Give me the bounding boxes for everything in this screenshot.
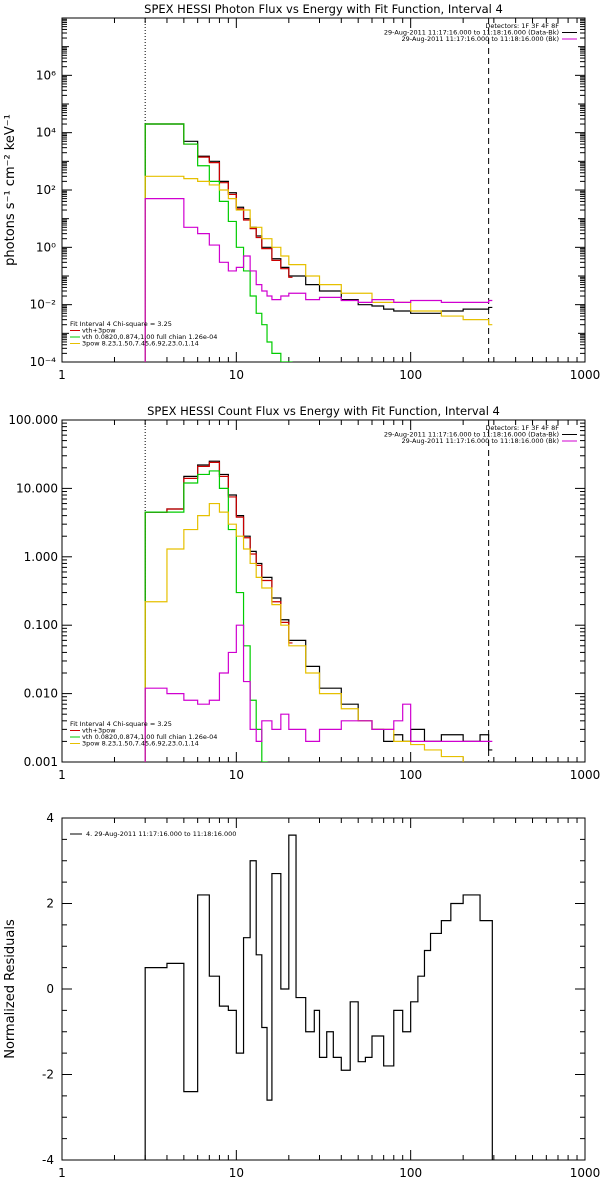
legend-fit-line: vth+3pow xyxy=(82,727,116,735)
legend-fit-line: 3pow 8.23,1.50,7.45,6.92,23.0,1.14 xyxy=(82,340,199,348)
legend-top-line: Detectors: 1F 3F 4F 8F xyxy=(485,424,559,432)
x-tick-label: 1 xyxy=(58,1166,66,1180)
series-vth xyxy=(144,123,293,362)
plot-frame-1 xyxy=(61,17,586,363)
chart-title-1: SPEX HESSI Photon Flux vs Energy with Fi… xyxy=(144,2,503,16)
legend-fit-line: 3pow 8.23,1.50,7.45,6.92,23.0,1.14 xyxy=(82,740,199,748)
y-axis-label-3: Normalized Residuals xyxy=(3,919,18,1059)
legend-fit-line: Fit Interval 4 Chi-square = 3.25 xyxy=(70,320,172,328)
x-tick-label: 10 xyxy=(229,368,244,382)
y-tick-label: 10⁴ xyxy=(36,126,56,140)
series-3pow xyxy=(144,175,493,362)
legend-top-line: 29-Aug-2011 11:17:16.000 to 11:18:16.000… xyxy=(402,35,559,43)
x-tick-label: 1000 xyxy=(570,1166,600,1180)
y-tick-label: 100.000 xyxy=(8,413,58,427)
x-tick-label: 10 xyxy=(229,1166,244,1180)
y-tick-label: 0.010 xyxy=(24,687,58,701)
x-tick-label: 100 xyxy=(399,368,422,382)
legend-fit-line: vth 0.0820,0.874,1.00 full chian 1.26e-0… xyxy=(82,333,217,341)
legend-top-line: 29-Aug-2011 11:17:16.000 to 11:18:16.000… xyxy=(402,437,559,445)
y-tick-label: 10⁰ xyxy=(36,240,56,254)
legend-top-line: 29-Aug-2011 11:17:16.000 to 11:18:16.000… xyxy=(384,431,559,439)
y-tick-label: 10.000 xyxy=(16,481,58,495)
series-bk xyxy=(144,624,493,762)
x-tick-label: 1 xyxy=(58,768,66,782)
x-tick-label: 100 xyxy=(399,1166,422,1180)
x-tick-label: 100 xyxy=(399,768,422,782)
y-tick-label: 0.001 xyxy=(24,755,58,769)
y-tick-label: 2 xyxy=(46,897,54,911)
plot-frame-2 xyxy=(61,419,586,763)
y-tick-label: 1.000 xyxy=(24,550,58,564)
legend-fit-line: vth+3pow xyxy=(82,327,116,335)
y-tick-label: 4 xyxy=(46,811,54,825)
series-3pow xyxy=(144,502,464,762)
legend-fit-line: vth 0.0820,0.874,1.00 full chian 1.26e-0… xyxy=(82,733,217,741)
series-4-29-aug-2011-11-17-16-000-to-11-18-16-000 xyxy=(144,834,493,1160)
chart-title-2: SPEX HESSI Count Flux vs Energy with Fit… xyxy=(147,404,500,418)
x-tick-label: 1000 xyxy=(570,368,600,382)
y-tick-label: 10⁶ xyxy=(36,68,56,82)
y-tick-label: 0.100 xyxy=(24,618,58,632)
y-tick-label: 0 xyxy=(46,982,54,996)
legend-fit-line: Fit Interval 4 Chi-square = 3.25 xyxy=(70,720,172,728)
legend-top-line: 29-Aug-2011 11:17:16.000 to 11:18:16.000… xyxy=(384,29,559,37)
legend-entry: 4. 29-Aug-2011 11:17:16.000 to 11:18:16.… xyxy=(86,830,236,838)
y-axis-label-1: photons s⁻¹ cm⁻² keV⁻¹ xyxy=(3,114,18,266)
y-tick-label: -4 xyxy=(42,1153,54,1167)
legend-top-line: Detectors: 1F 3F 4F 8F xyxy=(485,22,559,30)
x-tick-label: 10 xyxy=(229,768,244,782)
x-tick-label: 1000 xyxy=(570,768,600,782)
y-tick-label: 10² xyxy=(36,183,56,197)
plot-frame-3 xyxy=(61,817,586,1161)
y-tick-label: 10⁻⁴ xyxy=(30,355,57,369)
series-bk xyxy=(144,198,493,362)
y-tick-label: 10⁻² xyxy=(30,298,57,312)
y-tick-label: -2 xyxy=(42,1068,54,1082)
series-vth xyxy=(144,470,268,762)
x-tick-label: 1 xyxy=(58,368,66,382)
